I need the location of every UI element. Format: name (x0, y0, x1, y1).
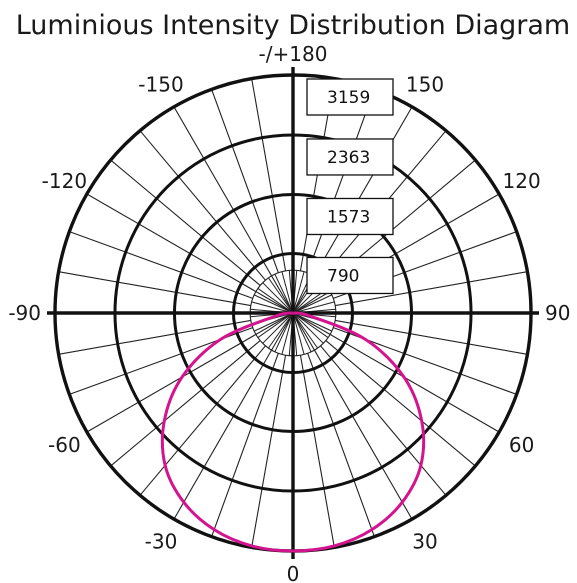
angle-label-30: 30 (412, 530, 437, 554)
hub-spoke-39 (251, 301, 294, 314)
spoke-7 (58, 271, 251, 307)
spoke-1 (211, 89, 279, 273)
ring-label-box-2363 (306, 138, 394, 176)
angle-label--90: -90 (8, 301, 41, 325)
spoke-4 (110, 159, 261, 286)
spoke-11 (110, 340, 261, 467)
spoke-24 (335, 271, 528, 307)
spoke-30 (307, 89, 375, 273)
ring-label-3159: 3159 (327, 88, 370, 108)
hub-spoke-52 (292, 312, 312, 353)
spoke-12 (139, 345, 266, 496)
hub-spoke-61 (292, 294, 333, 314)
hub-spoke-55 (292, 312, 329, 338)
ring-label-1573: 1573 (327, 207, 370, 227)
angle-label-150: 150 (406, 72, 444, 96)
series-layer (160, 311, 426, 553)
angle-label-90: 90 (545, 301, 570, 325)
hub-spoke-60 (292, 301, 335, 314)
angle-label-0: 0 (287, 562, 300, 583)
spoke-8 (58, 319, 251, 355)
hub-spoke-51 (292, 312, 305, 355)
hub-spoke-53 (292, 312, 318, 349)
angle-label--60: -60 (48, 433, 81, 457)
hub-spoke-56 (292, 312, 333, 332)
chart-title: Luminious Intensity Distribution Diagram (16, 10, 571, 41)
hub-spoke-37 (257, 288, 294, 314)
angle-label--30: -30 (145, 530, 178, 554)
angle-label--150: -150 (138, 72, 183, 96)
hub-spoke-48 (281, 312, 294, 355)
hub-spoke-54 (292, 312, 324, 344)
spoke-20 (325, 340, 476, 467)
angle-label-60: 60 (509, 433, 534, 457)
angle-label-120: 120 (503, 169, 541, 193)
hub-spoke-66 (292, 271, 305, 314)
hub-spoke-33 (281, 271, 294, 314)
ring-label-box-790 (306, 256, 394, 295)
hub-spoke-46 (268, 312, 294, 349)
ring-label-790: 790 (327, 266, 359, 286)
hub-spoke-38 (253, 294, 294, 314)
hub-spoke-36 (262, 282, 294, 314)
spoke-17 (307, 353, 375, 537)
spoke-15 (251, 355, 287, 548)
angle-label--120: -120 (42, 169, 87, 193)
spoke-3 (139, 130, 266, 281)
ring-label-2363: 2363 (327, 148, 370, 168)
hub-spoke-45 (262, 312, 294, 344)
ring-label-box-1573 (306, 197, 394, 236)
spoke-14 (211, 353, 279, 537)
spoke-19 (320, 345, 447, 496)
hub-spoke-35 (268, 277, 294, 314)
angle-label-180: -/+180 (259, 42, 328, 66)
label-layer: 790 1573 2363 3159 -/+180 -150 150 -120 120 -90 90… (8, 42, 570, 583)
spoke-6 (69, 231, 253, 299)
spoke-0 (251, 78, 287, 271)
spoke-16 (299, 355, 335, 548)
hub-spoke-47 (274, 312, 294, 353)
hub-spoke-43 (253, 312, 294, 332)
hub-spoke-44 (257, 312, 294, 338)
ring-label-box-3159 (306, 78, 394, 116)
hub-spoke-34 (274, 273, 294, 314)
spoke-23 (335, 319, 528, 355)
